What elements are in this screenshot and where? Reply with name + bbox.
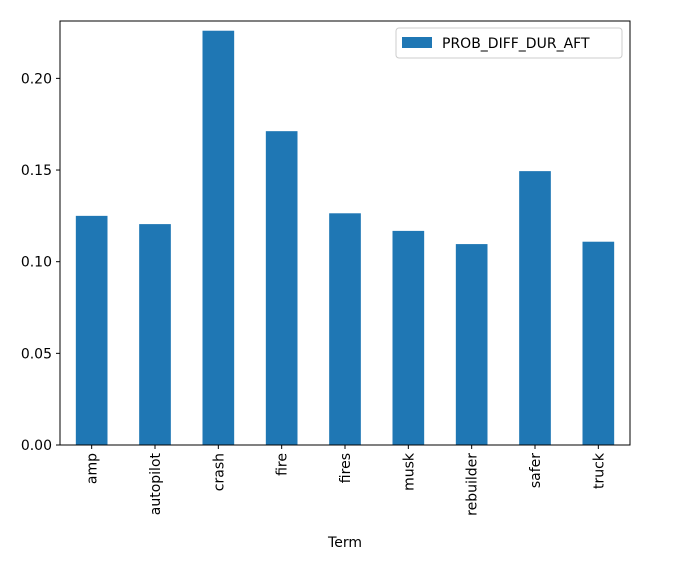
y-tick-label: 0.15	[21, 163, 52, 179]
y-tick-label: 0.20	[21, 71, 52, 87]
x-tick-label: amp	[85, 453, 101, 484]
bar-amp	[75, 215, 108, 445]
bar-crash	[202, 30, 235, 445]
x-tick-label: fire	[275, 453, 291, 476]
x-tick-label: safer	[528, 453, 544, 488]
bars-group	[75, 30, 615, 446]
bar-rebuilder	[455, 244, 488, 445]
legend-swatch	[402, 37, 432, 48]
x-tick-label: crash	[211, 453, 227, 491]
legend-box	[395, 27, 623, 59]
bar-musk	[392, 230, 425, 445]
x-axis-label: Term	[327, 535, 362, 551]
y-tick-label: 0.05	[21, 346, 52, 362]
y-tick-label: 0.10	[21, 255, 52, 271]
bar-fires	[329, 213, 361, 445]
bar-safer	[519, 171, 551, 445]
x-tick-label: autopilot	[148, 452, 164, 515]
plot-frame	[59, 20, 631, 446]
legend-label: PROB_DIFF_DUR_AFT	[442, 36, 590, 52]
x-axis: amp autopilot crash fire fires musk rebuilder s…	[85, 445, 607, 516]
bar-truck	[582, 241, 615, 445]
legend: PROB_DIFF_DUR_AFT	[395, 27, 623, 59]
y-axis: 0.00 0.05 0.10 0.15 0.20	[21, 71, 60, 454]
bar-fire	[265, 131, 298, 446]
bar-autopilot	[139, 224, 171, 445]
x-tick-label: fires	[338, 453, 354, 483]
y-tick-label: 0.00	[21, 438, 52, 454]
x-tick-label: truck	[591, 452, 607, 489]
x-tick-label: rebuilder	[465, 453, 481, 516]
x-tick-label: musk	[401, 452, 417, 491]
